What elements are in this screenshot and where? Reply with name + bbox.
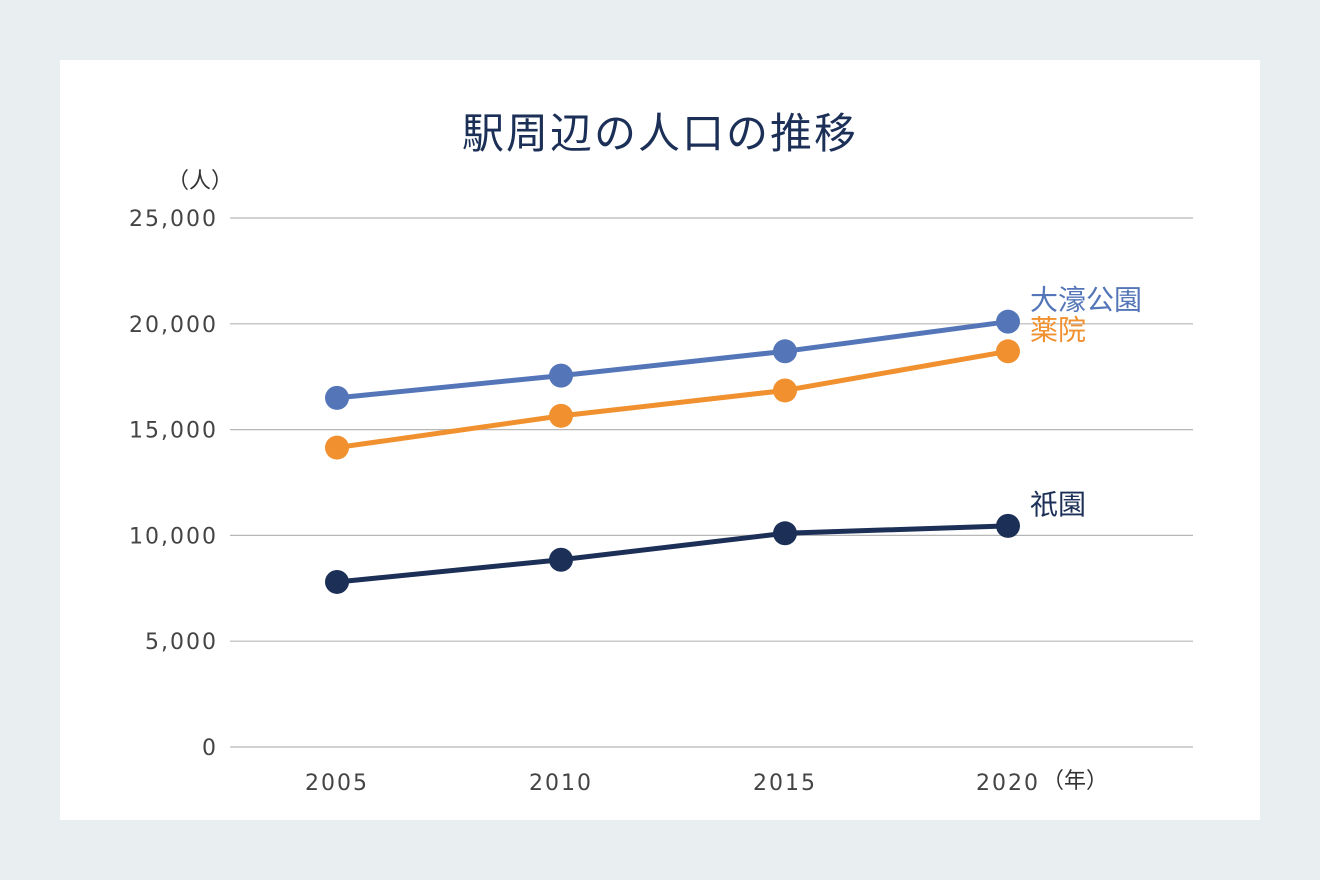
y-tick-label: 25,000 [129, 207, 218, 232]
data-point [996, 309, 1020, 334]
y-tick-label: 20,000 [129, 313, 218, 338]
data-point [996, 339, 1020, 364]
x-tick-label: 2020 [976, 771, 1040, 796]
data-point [773, 339, 797, 364]
x-tick-label: 2005 [305, 771, 369, 796]
series-line [334, 319, 1011, 401]
y-tick-label: 10,000 [129, 524, 218, 549]
x-tick-label: 2015 [753, 771, 817, 796]
data-point [773, 521, 797, 546]
data-point [549, 403, 573, 428]
y-axis-unit-label: （人） [167, 169, 233, 194]
x-axis-unit-label: （年） [1042, 769, 1108, 794]
y-tick-label: 0 [202, 736, 218, 761]
series-label: 祇園 [1030, 488, 1086, 521]
x-tick-label: 2010 [529, 771, 593, 796]
series-line [334, 348, 1011, 451]
data-point [549, 547, 573, 572]
data-point [549, 363, 573, 388]
series-label: 大濠公園 [1030, 284, 1142, 317]
chart-card [60, 60, 1260, 820]
series-label: 薬院 [1030, 313, 1086, 346]
y-tick-label: 15,000 [129, 419, 218, 444]
chart-title: 駅周辺の人口の推移 [461, 109, 858, 158]
data-point [773, 378, 797, 403]
y-tick-label: 5,000 [145, 630, 218, 655]
series-line [334, 523, 1011, 585]
data-point [325, 385, 349, 410]
data-point [996, 513, 1020, 538]
data-point [325, 569, 349, 594]
data-point [325, 435, 349, 460]
